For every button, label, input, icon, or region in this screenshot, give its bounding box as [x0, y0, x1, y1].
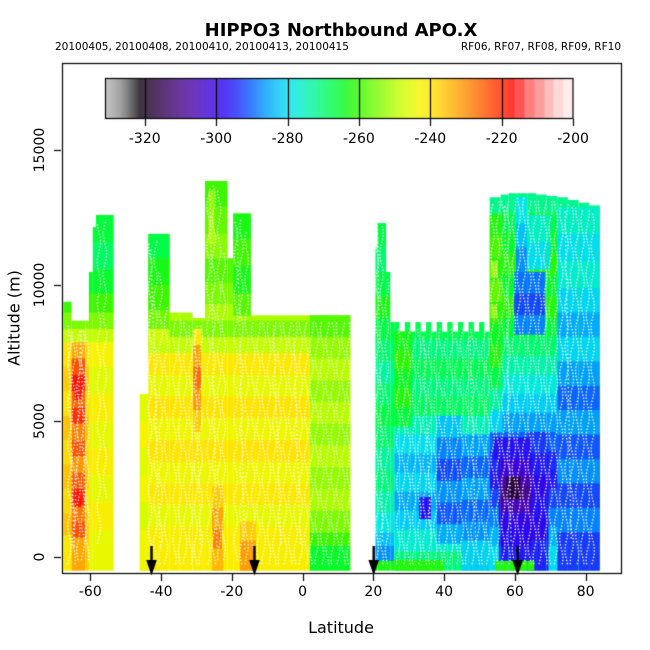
flight-dates-subtitle: 20100405, 20100408, 20100410, 20100413, …: [55, 41, 349, 53]
y-tick-label: 15000: [32, 127, 48, 173]
x-axis-label: Latitude: [308, 618, 374, 637]
y-axis-label: Altitude (m): [4, 270, 24, 366]
y-tick-label: 5000: [32, 403, 48, 439]
y-tick-label: 10000: [32, 263, 48, 308]
x-tick-label: -60: [78, 584, 102, 600]
x-tick-label: 40: [435, 584, 454, 600]
y-tick-label: 0: [32, 552, 48, 562]
x-tick-label: -40: [149, 584, 173, 600]
colorbar-tick-label: -280: [271, 131, 304, 147]
flight-ids-subtitle: RF06, RF07, RF08, RF09, RF10: [460, 41, 621, 53]
colorbar-tick-label: -200: [557, 131, 589, 147]
x-tick-label: 20: [364, 584, 383, 600]
x-tick-label: -20: [220, 584, 244, 600]
x-tick-label: 80: [576, 584, 595, 600]
colorbar-tick-label: -320: [128, 131, 161, 147]
x-tick-label: 0: [298, 584, 308, 600]
colorbar-tick-label: -240: [414, 131, 447, 147]
chart-title: HIPPO3 Northbound APO.X: [204, 20, 478, 41]
x-tick-label: 60: [505, 584, 524, 600]
colorbar-tick-label: -220: [485, 131, 518, 147]
colorbar-tick-label: -260: [342, 131, 375, 147]
colorbar-tick-label: -300: [200, 131, 233, 147]
